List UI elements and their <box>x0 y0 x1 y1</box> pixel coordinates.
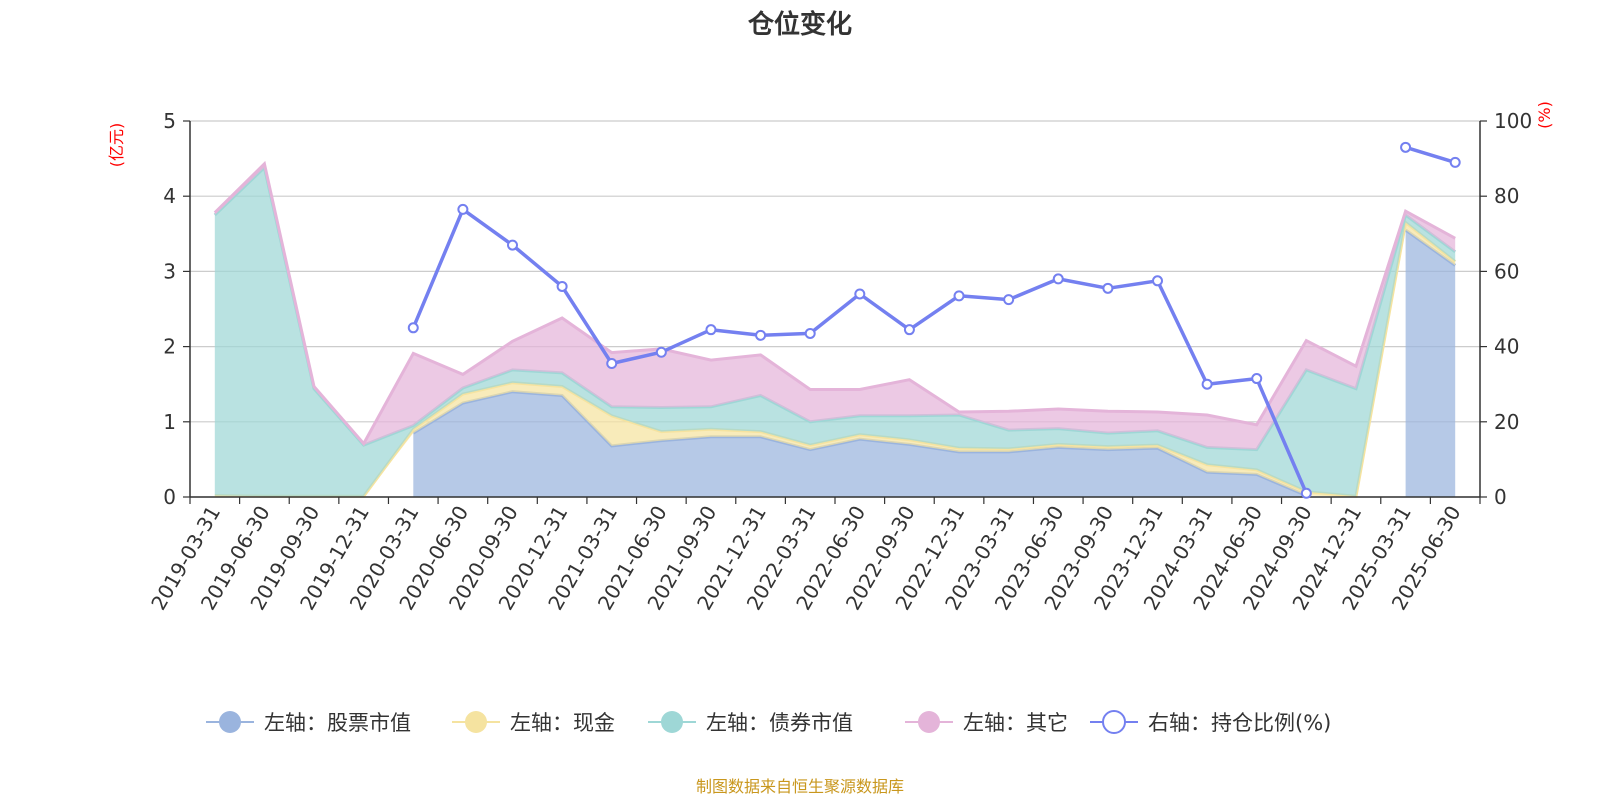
ratio-point <box>755 329 767 341</box>
legend-marker <box>1102 710 1126 734</box>
stacked-areas <box>213 160 1457 498</box>
legend-label: 左轴：债券市值 <box>706 711 853 735</box>
right-tick-label: 100 <box>1494 109 1532 133</box>
ratio-point <box>1152 275 1163 287</box>
left-axis-unit: (亿元) <box>107 123 126 168</box>
ratio-point <box>457 203 469 215</box>
ratio-point <box>903 324 915 336</box>
source-note: 制图数据来自恒生聚源数据库 <box>696 777 904 796</box>
legend-marker <box>918 711 940 733</box>
right-tick-label: 20 <box>1494 410 1519 434</box>
left-tick-label: 2 <box>163 335 176 359</box>
ratio-point <box>655 346 667 358</box>
left-tick-label: 1 <box>163 410 176 434</box>
ratio-point <box>507 239 518 251</box>
area-fill <box>1405 230 1456 497</box>
left-tick-label: 3 <box>163 259 176 283</box>
ratio-point <box>1251 373 1263 385</box>
area-fill <box>214 167 1456 497</box>
legend-label: 左轴：现金 <box>510 711 615 735</box>
chart-title: 仓位变化 <box>747 9 852 40</box>
legend-marker <box>661 711 683 733</box>
legend-marker <box>219 711 241 733</box>
area-fill <box>413 391 1307 497</box>
legend-marker <box>465 711 487 733</box>
right-tick-label: 80 <box>1494 184 1519 208</box>
ratio-point <box>1052 273 1064 285</box>
legend-label: 左轴：股票市值 <box>264 711 411 735</box>
left-tick-label: 5 <box>163 109 176 133</box>
ratio-point <box>1201 378 1213 390</box>
ratio-point <box>705 324 717 336</box>
ratio-point <box>1300 487 1312 499</box>
area-fill <box>214 222 1456 497</box>
left-tick-label: 0 <box>163 485 176 509</box>
area-top-line <box>213 160 1456 447</box>
ratio-point <box>1400 141 1412 153</box>
ratio-point <box>1449 156 1461 168</box>
right-tick-label: 0 <box>1494 485 1507 509</box>
ratio-point <box>556 280 568 292</box>
ratio-point <box>1102 282 1114 294</box>
legend: 左轴：股票市值 左轴：现金 左轴：债券市值 左轴：其它 右轴：持仓比例(%) <box>206 710 1331 735</box>
position-ratio-line <box>407 141 1461 499</box>
right-tick-label: 60 <box>1494 259 1519 283</box>
ratio-point <box>804 327 816 339</box>
right-axis-unit: (%) <box>1535 101 1554 129</box>
right-tick-label: 40 <box>1494 335 1519 359</box>
area-fill <box>214 163 1456 450</box>
ratio-point <box>953 290 965 302</box>
ratio-point <box>1003 294 1015 306</box>
legend-label: 左轴：其它 <box>963 711 1068 735</box>
left-tick-label: 4 <box>163 184 176 208</box>
ratio-point <box>606 358 618 370</box>
ratio-point <box>407 322 419 334</box>
legend-label: 右轴：持仓比例(%) <box>1148 711 1331 735</box>
ratio-point <box>854 288 866 300</box>
